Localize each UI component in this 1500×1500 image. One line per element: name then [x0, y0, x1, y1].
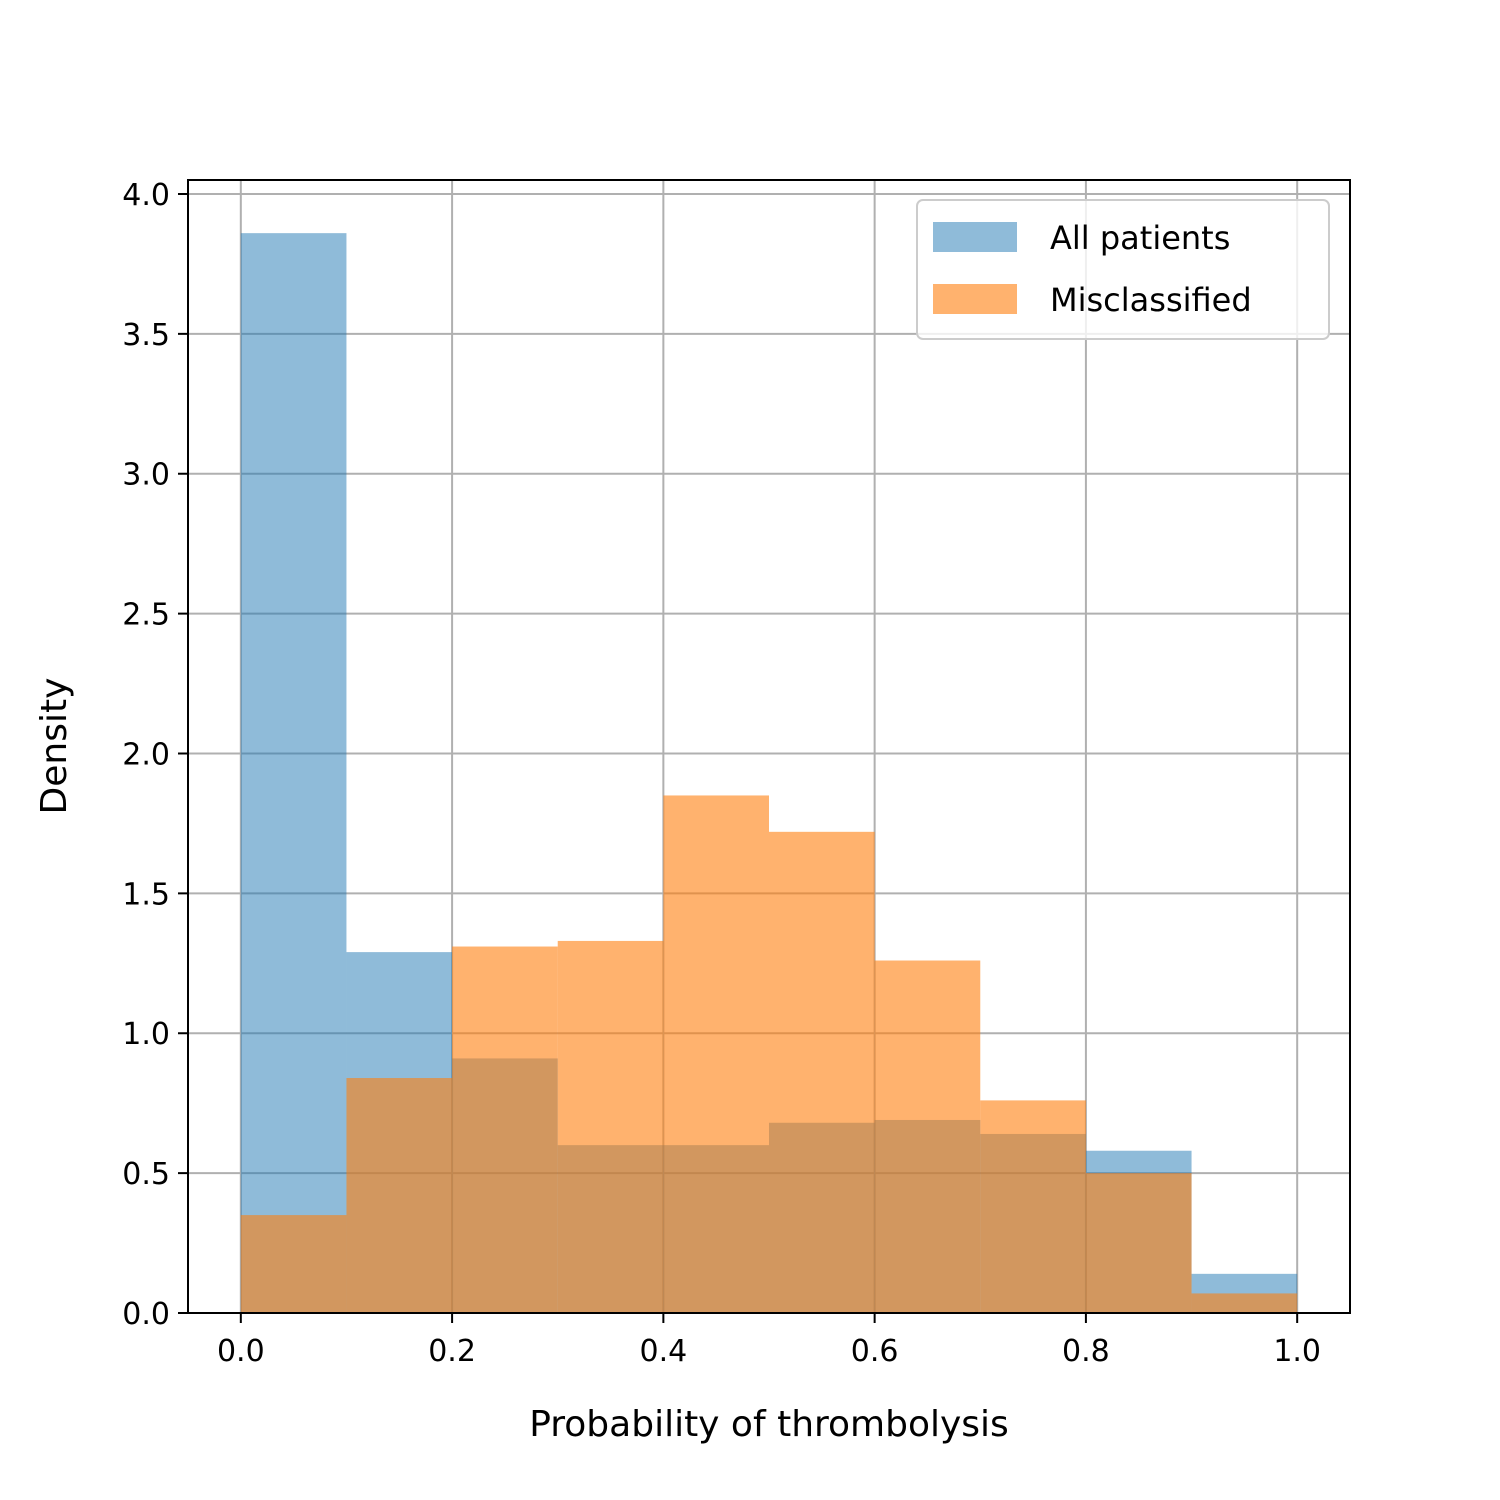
y-tick-label: 0.0 [122, 1297, 170, 1332]
plot-frame [187, 179, 1351, 1314]
x-tick-label: 0.0 [217, 1334, 265, 1369]
y-tick-label: 3.0 [122, 458, 170, 493]
legend-label-misclassified: Misclassified [1050, 281, 1252, 319]
legend-box [916, 199, 1330, 340]
y-tick-label: 2.0 [122, 737, 170, 772]
y-tick-label: 1.0 [122, 1017, 170, 1052]
bar-misclassified [557, 940, 664, 1313]
legend-label-all-patients: All patients [1050, 219, 1230, 257]
legend-swatch-misclassified [933, 284, 1017, 314]
legend-swatch-all-patients [933, 222, 1017, 252]
y-tick-label: 3.5 [122, 318, 170, 353]
x-tick-label: 0.6 [851, 1334, 899, 1369]
x-tick-label: 0.4 [640, 1334, 688, 1369]
bar-misclassified [874, 960, 981, 1313]
bars [240, 233, 1298, 1314]
bar-misclassified [663, 795, 769, 1313]
x-tick-label: 0.8 [1062, 1334, 1110, 1369]
bar-misclassified [240, 1215, 347, 1313]
bar-misclassified [980, 1100, 1086, 1313]
bar-misclassified [346, 1078, 453, 1313]
x-tick-label: 0.2 [428, 1334, 476, 1369]
x-axis-title: Probability of thrombolysis [529, 1404, 1009, 1445]
y-tick-label: 0.5 [122, 1157, 170, 1192]
y-tick-label: 2.5 [122, 598, 170, 633]
legend: All patients Misclassified [916, 199, 1330, 340]
y-tick-label: 4.0 [122, 178, 170, 213]
bar-misclassified [1085, 1173, 1192, 1313]
bar-misclassified [1191, 1293, 1298, 1313]
y-tick-label: 1.5 [122, 877, 170, 912]
axis-ticks: 0.0 0.2 0.4 0.6 0.8 1.0 0.0 0.5 1.0 1.5 2.0 2.5 3.0 3… [122, 178, 1321, 1369]
bar-misclassified [769, 831, 875, 1313]
x-tick-label: 1.0 [1273, 1334, 1321, 1369]
bar-all-patients [240, 233, 347, 1314]
bar-misclassified [452, 946, 558, 1313]
y-axis-title: Density [34, 678, 75, 815]
